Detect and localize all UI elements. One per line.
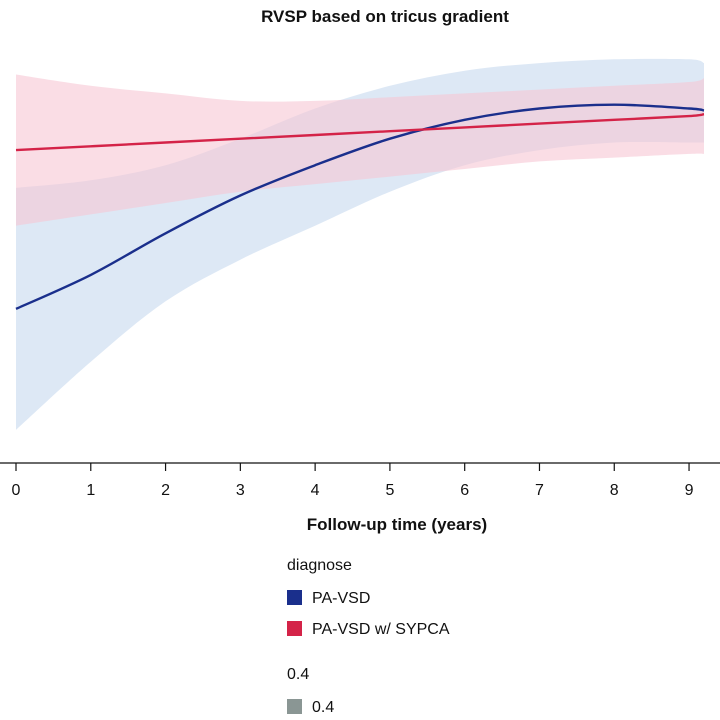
legend-swatch-pa-vsd <box>287 590 302 605</box>
x-tick-label: 1 <box>86 482 95 499</box>
x-tick-label: 0 <box>12 482 21 499</box>
confidence-bands <box>16 58 704 430</box>
series-lines <box>15 103 705 310</box>
x-tick-label: 8 <box>610 482 619 499</box>
confidence-band-1 <box>16 74 704 226</box>
x-tick-label: 2 <box>161 482 170 499</box>
x-tick-label: 4 <box>311 482 320 499</box>
series-line-0 <box>15 103 705 310</box>
x-tick-label: 7 <box>535 482 544 499</box>
x-tick-label: 6 <box>460 482 469 499</box>
legend-swatch-pa-vsd-sypca <box>287 621 302 636</box>
chart-title: RVSP based on tricus gradient <box>261 7 509 26</box>
series-line-1 <box>15 113 705 152</box>
x-tick-label: 9 <box>685 482 694 499</box>
legend-label-pa-vsd: PA-VSD <box>312 590 370 607</box>
legend-title: diagnose <box>287 557 352 574</box>
size-legend-title: 0.4 <box>287 666 309 683</box>
legend-label-pa-vsd-sypca: PA-VSD w/ SYPCA <box>312 621 450 638</box>
x-axis-ticks: 0 1 2 3 4 5 6 7 8 9 <box>12 463 694 499</box>
size-legend-label: 0.4 <box>312 699 334 716</box>
x-tick-label: 3 <box>236 482 245 499</box>
x-tick-label: 5 <box>385 482 394 499</box>
x-axis-label: Follow-up time (years) <box>307 515 487 534</box>
legend: diagnose PA-VSD PA-VSD w/ SYPCA 0.4 0.4 <box>287 557 450 716</box>
size-legend-swatch <box>287 699 302 714</box>
